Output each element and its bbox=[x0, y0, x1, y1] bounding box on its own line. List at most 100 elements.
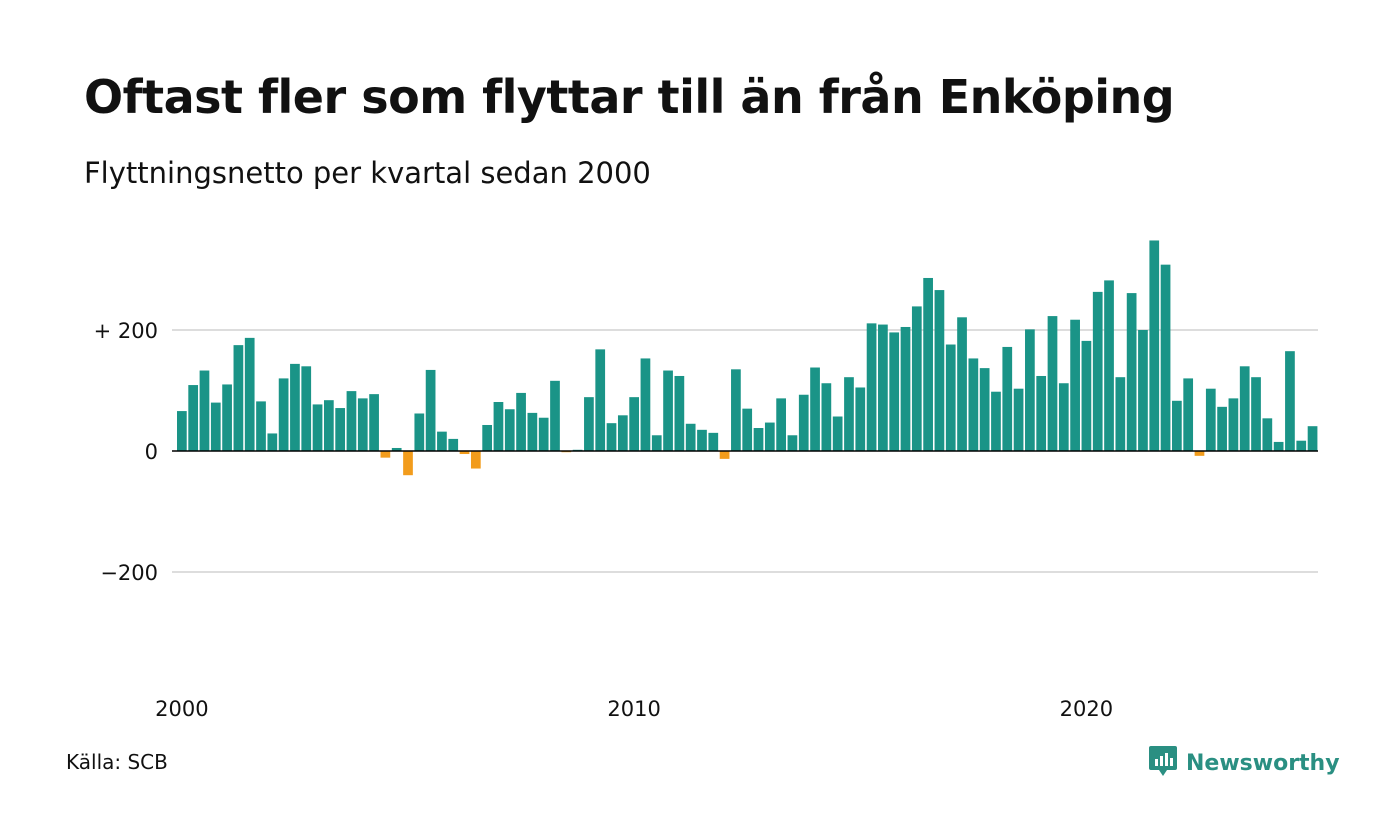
bar bbox=[1172, 400, 1182, 451]
bar bbox=[617, 415, 628, 452]
bar bbox=[595, 349, 606, 451]
bar bbox=[923, 277, 933, 451]
bar bbox=[1149, 240, 1160, 451]
bar bbox=[312, 404, 323, 452]
bar bbox=[832, 416, 843, 451]
bar bbox=[629, 397, 639, 451]
bar bbox=[878, 324, 888, 451]
bar bbox=[968, 358, 979, 451]
bar bbox=[1013, 388, 1024, 451]
bar bbox=[380, 451, 391, 458]
bar bbox=[991, 391, 1001, 451]
bar bbox=[911, 306, 922, 451]
brand-logo[interactable]: Newsworthy bbox=[1148, 744, 1340, 782]
bar bbox=[1307, 426, 1318, 451]
bar bbox=[844, 377, 854, 451]
bar bbox=[719, 451, 730, 459]
bar bbox=[1160, 264, 1171, 451]
bar bbox=[663, 370, 673, 451]
bar bbox=[244, 337, 255, 451]
bar bbox=[764, 422, 775, 451]
bar bbox=[934, 290, 945, 451]
x-tick-label: 2010 bbox=[607, 697, 660, 721]
bar bbox=[233, 345, 244, 452]
bar bbox=[403, 451, 413, 476]
bar bbox=[776, 398, 786, 451]
bar bbox=[1296, 440, 1307, 451]
bar bbox=[731, 369, 741, 451]
bar bbox=[357, 398, 368, 451]
bar bbox=[177, 411, 187, 451]
bar bbox=[753, 428, 764, 451]
y-tick-label: + 200 bbox=[94, 319, 158, 343]
bar bbox=[414, 413, 425, 451]
bar bbox=[1262, 418, 1273, 451]
bar bbox=[538, 417, 549, 451]
x-tick-label: 2020 bbox=[1060, 697, 1113, 721]
bar bbox=[369, 394, 379, 451]
bar bbox=[1115, 377, 1126, 451]
bar bbox=[957, 317, 967, 451]
y-tick-label: 0 bbox=[145, 440, 158, 464]
bar bbox=[651, 435, 662, 451]
bar bbox=[697, 429, 707, 451]
bar bbox=[346, 391, 357, 451]
bar bbox=[889, 332, 900, 451]
bar bbox=[188, 385, 199, 451]
bar bbox=[1047, 316, 1058, 451]
bar bbox=[459, 451, 470, 455]
bar bbox=[493, 402, 504, 451]
bar bbox=[1138, 330, 1148, 451]
bar bbox=[391, 447, 402, 451]
bar bbox=[1194, 451, 1205, 456]
bar bbox=[516, 392, 526, 451]
bar bbox=[1183, 378, 1194, 451]
bar bbox=[1104, 280, 1114, 451]
bar bbox=[1251, 377, 1261, 451]
bar bbox=[1239, 366, 1250, 451]
bar bbox=[685, 423, 696, 451]
bar bbox=[1092, 291, 1103, 451]
bar bbox=[821, 383, 832, 451]
axes: + 200 0 −200 2000 2010 2020 bbox=[94, 319, 1318, 721]
bar bbox=[1126, 293, 1137, 452]
bar bbox=[798, 394, 809, 452]
bar bbox=[945, 344, 956, 451]
source-label: Källa: SCB bbox=[66, 750, 168, 774]
bar bbox=[222, 384, 232, 451]
bar bbox=[1036, 375, 1047, 451]
brand-name: Newsworthy bbox=[1186, 750, 1340, 776]
bar bbox=[504, 409, 515, 451]
bar bbox=[199, 370, 210, 451]
bar bbox=[335, 408, 346, 451]
bar bbox=[1285, 351, 1295, 452]
bar bbox=[787, 435, 798, 451]
bar bbox=[301, 366, 312, 451]
bar bbox=[482, 424, 493, 452]
bar bbox=[437, 431, 447, 451]
bar bbox=[674, 375, 685, 451]
bar bbox=[1273, 441, 1284, 451]
bar-chart: + 200 0 −200 2000 2010 2020 bbox=[94, 240, 1318, 721]
bar bbox=[527, 412, 538, 451]
bar bbox=[470, 451, 481, 469]
bar bbox=[1228, 398, 1239, 451]
bar bbox=[1058, 383, 1069, 451]
bar bbox=[1025, 329, 1035, 451]
chart-subtitle: Flyttningsnetto per kvartal sedan 2000 bbox=[84, 156, 651, 190]
bar bbox=[866, 323, 877, 452]
bar bbox=[425, 369, 436, 451]
bar bbox=[256, 401, 266, 451]
bars bbox=[177, 240, 1318, 476]
bar bbox=[900, 326, 911, 451]
bar bbox=[1070, 319, 1080, 451]
newsworthy-logo-icon bbox=[1148, 744, 1178, 782]
y-tick-label: −200 bbox=[100, 561, 158, 585]
bar bbox=[290, 363, 300, 451]
bar bbox=[323, 400, 334, 451]
bar bbox=[708, 432, 719, 451]
bar bbox=[742, 408, 753, 451]
bar bbox=[640, 358, 651, 451]
bar bbox=[210, 402, 221, 451]
bar bbox=[1081, 340, 1092, 451]
